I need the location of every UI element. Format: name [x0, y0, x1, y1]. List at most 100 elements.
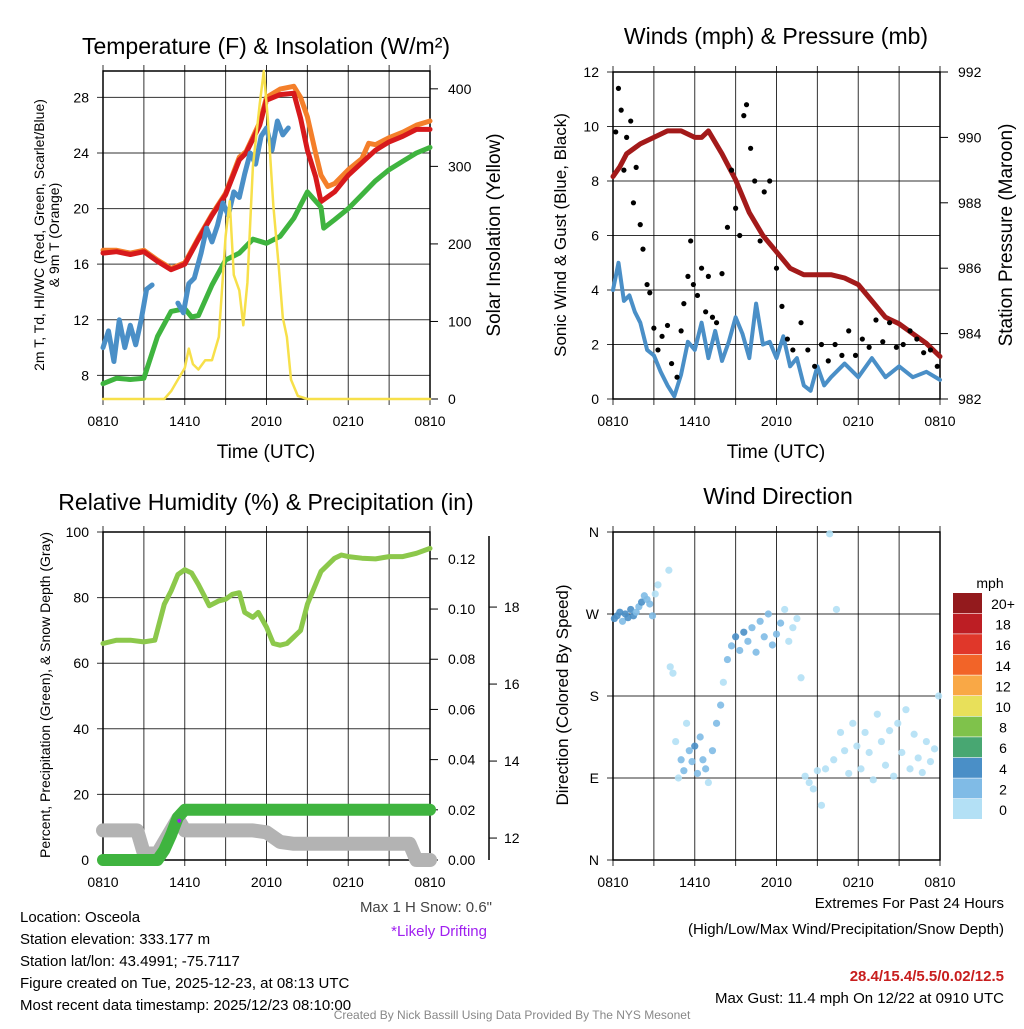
series-td: [100, 144, 433, 387]
precip-axis-tick-label: 0.12: [448, 551, 475, 567]
gust-point: [921, 350, 927, 356]
direction-point: [688, 758, 696, 766]
gust-point: [651, 325, 657, 331]
extremes-subtitle: (High/Low/Max Wind/Precipitation/Snow De…: [688, 921, 1004, 938]
gust-point: [873, 317, 879, 323]
gust-point: [859, 336, 865, 342]
winds-xlabel: Time (UTC): [727, 442, 826, 463]
gust-point: [633, 164, 639, 170]
extremes-values: 28.4/15.4/5.5/0.02/12.5: [850, 968, 1004, 985]
y-tick-label: 0: [81, 852, 89, 868]
direction-point: [841, 747, 849, 755]
x-tick-label: 0810: [87, 413, 118, 429]
gust-point: [728, 167, 735, 173]
legend-swatch: [953, 778, 982, 799]
gust-point: [688, 238, 694, 244]
direction-point: [654, 581, 662, 589]
gust-point: [678, 328, 684, 334]
gust-point: [927, 347, 934, 353]
x-tick-label: 0810: [597, 413, 628, 429]
x-tick-label: 0210: [843, 413, 874, 429]
gust-point: [880, 339, 886, 345]
direction-point: [930, 745, 939, 753]
wind-direction-title: Wind Direction: [703, 483, 853, 509]
snow-axis-tick-label: 12: [504, 830, 520, 846]
extremes: Extremes For Past 24 Hours (High/Low/Max…: [688, 895, 1004, 1007]
x-tick-label: 0810: [924, 413, 955, 429]
station-info: Location: Osceola Station elevation: 333…: [20, 909, 351, 1014]
direction-point: [627, 605, 635, 614]
direction-point: [797, 674, 805, 682]
y-tick-label: N: [589, 852, 599, 868]
direction-point: [704, 778, 712, 787]
legend-swatch: [953, 654, 982, 675]
y-tick-label: 20: [73, 786, 89, 802]
solar-ylabel: Solar Insolation (Yellow): [484, 133, 505, 336]
gust-point: [630, 200, 637, 206]
direction-point: [736, 646, 744, 655]
max-gust-text: Max Gust: 11.4 mph On 12/22 at 0910 UTC: [715, 990, 1004, 1007]
x-tick-label: 0810: [597, 874, 628, 890]
y-tick-label: 20: [73, 201, 89, 217]
y-tick-label: S: [590, 688, 599, 704]
direction-point: [817, 801, 826, 809]
direction-point: [624, 614, 632, 622]
gust-point: [698, 265, 705, 271]
direction-point: [821, 765, 830, 773]
precip-axis-tick-label: 0.06: [448, 701, 475, 717]
temperature-xlabel: Time (UTC): [217, 442, 316, 463]
direction-point: [744, 637, 752, 645]
gust-point: [694, 292, 701, 299]
x-tick-label: 0210: [333, 413, 364, 429]
pressure-ylabel: Station Pressure (Maroon): [996, 124, 1017, 347]
x-tick-label: 0210: [843, 874, 874, 890]
humidity-panel: Relative Humidity (%) & Precipitation (i…: [37, 489, 520, 940]
direction-point: [674, 774, 683, 782]
direction-point: [836, 728, 845, 737]
gust-point: [615, 85, 622, 91]
gust-point: [724, 224, 731, 230]
direction-point: [809, 785, 817, 793]
direction-point: [772, 630, 781, 638]
direction-point: [890, 772, 898, 780]
pressure-axis-tick-label: 986: [958, 260, 982, 276]
legend-label: 4: [999, 761, 1007, 777]
precip-axis-tick-label: 0.02: [448, 802, 475, 818]
x-tick-label: 0210: [333, 874, 364, 890]
humidity-ylabel: Percent, Precipitation (Green), & Snow D…: [37, 532, 53, 858]
y-tick-label: 2: [591, 337, 599, 353]
temperature-title: Temperature (F) & Insolation (W/m²): [82, 33, 450, 59]
direction-point: [685, 747, 693, 755]
direction-point: [723, 655, 732, 664]
direction-point: [865, 748, 873, 757]
direction-point: [632, 608, 640, 616]
series-9m-t: [100, 90, 433, 273]
y-tick-label: 24: [73, 145, 89, 161]
gust-point: [773, 265, 780, 271]
x-tick-label: 0810: [924, 874, 955, 890]
gust-point: [761, 189, 767, 195]
gust-point: [705, 273, 711, 279]
legend-swatch: [953, 634, 982, 655]
series-windchill: [100, 282, 155, 364]
x-tick-label: 2010: [251, 874, 282, 890]
series-snow-depth: [96, 811, 437, 867]
direction-point: [764, 610, 772, 618]
gust-point: [907, 328, 913, 334]
y-tick-label: 12: [583, 64, 599, 80]
direction-point: [785, 637, 793, 645]
direction-point: [853, 742, 861, 750]
plot-frame: [102, 70, 431, 400]
wind-direction-panel: Wind Direction Direction (Colored By Spe…: [553, 483, 1015, 890]
gust-point: [934, 363, 940, 369]
gust-point: [640, 246, 646, 252]
legend-swatch: [953, 696, 982, 716]
legend-label: 0: [999, 802, 1007, 818]
solar-axis-tick-label: 300: [448, 158, 472, 174]
gust-point: [832, 341, 838, 348]
direction-point: [680, 767, 688, 775]
direction-point: [781, 605, 789, 614]
legend-swatch: [953, 799, 982, 819]
direction-point: [760, 633, 768, 641]
plot-frame: [102, 531, 431, 861]
